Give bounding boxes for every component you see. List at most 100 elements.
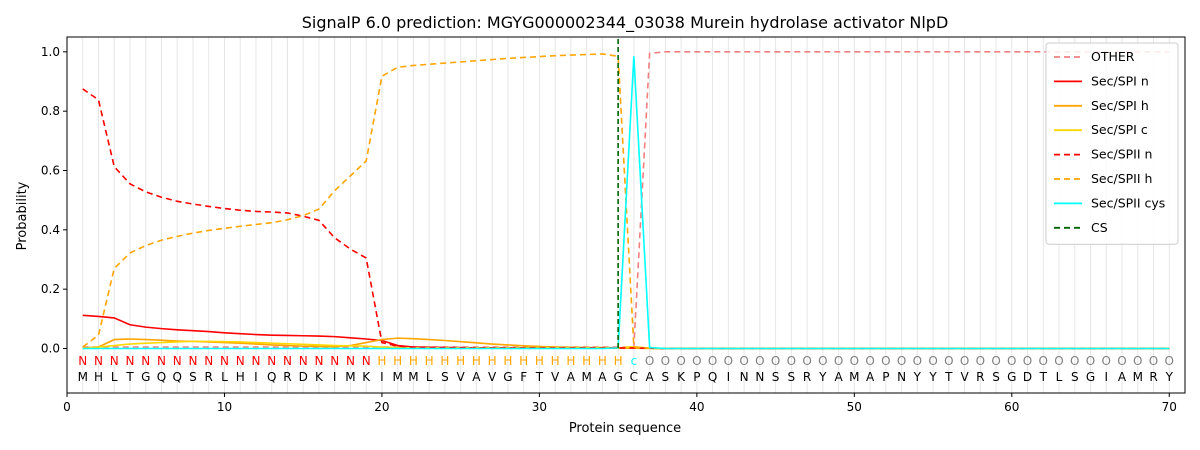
- y-tick-label: 1.0: [41, 45, 60, 59]
- residue-label: Q: [708, 370, 717, 384]
- region-label: N: [330, 354, 339, 368]
- y-tick-label: 0.4: [41, 223, 60, 237]
- region-label: N: [94, 354, 103, 368]
- x-axis-label: Protein sequence: [569, 421, 681, 436]
- region-label: H: [488, 354, 497, 368]
- residue-label: C: [630, 370, 638, 384]
- residue-label: S: [662, 370, 670, 384]
- residue-label: Q: [172, 370, 181, 384]
- region-label: H: [582, 354, 591, 368]
- residue-label: R: [205, 370, 213, 384]
- residue-label: M: [345, 370, 355, 384]
- region-label: O: [960, 354, 969, 368]
- residue-label: S: [992, 370, 1000, 384]
- x-tick-label: 20: [374, 400, 389, 414]
- region-label: O: [1149, 354, 1158, 368]
- region-label: O: [897, 354, 906, 368]
- region-label: N: [299, 354, 308, 368]
- series-line-sec-spii-cys: [82, 56, 1170, 350]
- residue-label: I: [333, 370, 337, 384]
- axes: 0 10 20 30 40 50 60 70 0.0 0.2 0.4 0.6 0.8 1.0: [41, 45, 1177, 414]
- residue-label: P: [882, 370, 889, 384]
- region-label: O: [692, 354, 701, 368]
- region-label: N: [267, 354, 276, 368]
- residue-label: Y: [1165, 370, 1174, 384]
- residue-label: L: [221, 370, 228, 384]
- region-label: c: [631, 354, 638, 368]
- residue-label: S: [788, 370, 796, 384]
- residue-label: N: [740, 370, 749, 384]
- region-label: O: [771, 354, 780, 368]
- region-label: O: [708, 354, 717, 368]
- y-tick-label: 0.6: [41, 164, 60, 178]
- residue-label: L: [1056, 370, 1063, 384]
- region-label: H: [425, 354, 434, 368]
- residue-label: I: [1104, 370, 1108, 384]
- region-label: O: [1165, 354, 1174, 368]
- region-label: N: [125, 354, 134, 368]
- residue-label: K: [315, 370, 324, 384]
- residue-label: A: [472, 370, 481, 384]
- legend-label: Sec/SPI n: [1091, 73, 1149, 88]
- y-tick-label: 0.2: [41, 282, 60, 296]
- region-label: N: [157, 354, 166, 368]
- region-label: N: [188, 354, 197, 368]
- residue-label: V: [960, 370, 969, 384]
- region-label: O: [724, 354, 733, 368]
- residue-label: H: [236, 370, 245, 384]
- residue-label: G: [1086, 370, 1095, 384]
- residue-label: D: [299, 370, 308, 384]
- residue-label: R: [283, 370, 291, 384]
- residue-label: T: [535, 370, 544, 384]
- x-tick-label: 50: [847, 400, 862, 414]
- region-label: O: [944, 354, 953, 368]
- residue-label: Y: [913, 370, 922, 384]
- residue-label: Y: [818, 370, 827, 384]
- residue-label: R: [1149, 370, 1157, 384]
- chart-title: SignalP 6.0 prediction: MGYG000002344_03…: [302, 13, 949, 33]
- region-label: O: [1039, 354, 1048, 368]
- region-label: H: [535, 354, 544, 368]
- region-label: O: [1054, 354, 1063, 368]
- residue-label: A: [866, 370, 875, 384]
- residue-label: Y: [928, 370, 937, 384]
- region-label: O: [834, 354, 843, 368]
- legend: OTHER Sec/SPI n Sec/SPI h Sec/SPI c Sec/SPII…: [1045, 42, 1179, 245]
- region-label: O: [645, 354, 654, 368]
- residue-label: A: [567, 370, 576, 384]
- region-label: H: [377, 354, 386, 368]
- region-label: N: [204, 354, 213, 368]
- region-label: N: [236, 354, 245, 368]
- plot-frame: [66, 36, 1186, 394]
- region-label: N: [110, 354, 119, 368]
- residue-label: L: [426, 370, 433, 384]
- region-label: O: [1007, 354, 1016, 368]
- region-label: O: [881, 354, 890, 368]
- x-tick-label: 40: [689, 400, 704, 414]
- residue-label: T: [1039, 370, 1048, 384]
- region-label: H: [598, 354, 607, 368]
- region-label: N: [78, 354, 87, 368]
- residue-label: I: [254, 370, 258, 384]
- residue-label: G: [141, 370, 150, 384]
- x-tick-label: 10: [217, 400, 232, 414]
- region-label: H: [503, 354, 512, 368]
- region-label: H: [472, 354, 481, 368]
- residue-label: R: [976, 370, 984, 384]
- residue-label: N: [755, 370, 764, 384]
- legend-label: Sec/SPII h: [1091, 171, 1152, 186]
- region-label: N: [173, 354, 182, 368]
- region-label: O: [991, 354, 1000, 368]
- residue-label: I: [727, 370, 731, 384]
- residue-label: K: [362, 370, 371, 384]
- residue-label: S: [441, 370, 449, 384]
- x-tick-label: 70: [1162, 400, 1177, 414]
- series-lines: [82, 39, 1170, 350]
- residue-label: G: [503, 370, 512, 384]
- y-tick-label: 0.0: [41, 342, 60, 356]
- region-label: H: [456, 354, 465, 368]
- residue-label: M: [849, 370, 859, 384]
- region-label: N: [314, 354, 323, 368]
- residue-label: T: [944, 370, 953, 384]
